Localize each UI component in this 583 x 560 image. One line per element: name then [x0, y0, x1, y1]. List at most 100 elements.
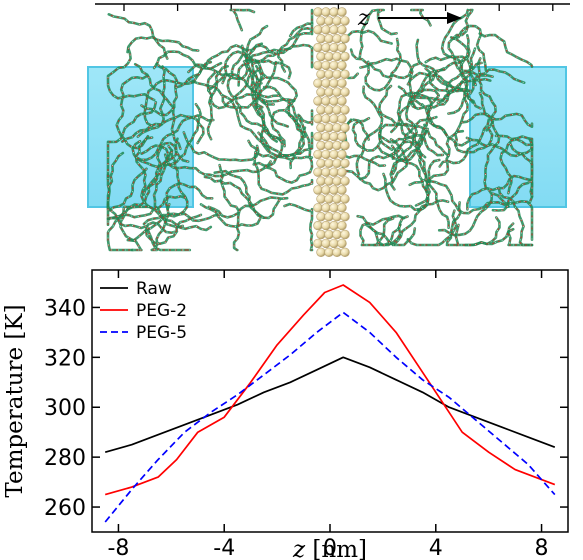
right-polymer-chain [389, 87, 473, 134]
left-polymer-chain-oxygen [153, 50, 222, 70]
graphene-atom [316, 229, 326, 240]
x-axis-label-var: z [292, 537, 306, 560]
left-polymer-chain-oxygen [258, 127, 306, 157]
right-polymer-chain-hydrogen [350, 49, 419, 79]
graphene-atom [321, 238, 331, 249]
left-polymer-chain-hydrogen [243, 29, 313, 62]
left-polymer-chain-oxygen [107, 195, 186, 220]
right-polymer-chain-oxygen [350, 49, 420, 79]
left-polymer-chain-hydrogen [108, 13, 168, 59]
plot-frame [91, 269, 569, 533]
left-polymer-chain-hydrogen [222, 51, 263, 108]
left-polymer-chain-oxygen [207, 65, 228, 140]
graphene-atom [329, 149, 339, 160]
graphene-atom [337, 149, 347, 160]
left-polymer-chain-oxygen [143, 61, 211, 127]
graphene-atom [329, 60, 339, 71]
right-polymer-chain-oxygen [392, 89, 440, 175]
right-polymer-chain-hydrogen [360, 58, 422, 106]
right-polymer-chain-hydrogen [425, 56, 477, 86]
left-polymer-chain-hydrogen [288, 104, 303, 169]
graphene-atom [316, 194, 326, 204]
left-polymer-chain-hydrogen [219, 165, 240, 251]
graphene-atom [324, 51, 334, 62]
graphene-atom [329, 25, 339, 35]
left-polymer-chain-oxygen [208, 196, 288, 219]
right-polymer-chain [440, 8, 470, 93]
graphene-atom [337, 185, 347, 195]
graphene-atom [332, 212, 342, 222]
graphene-atom [332, 122, 342, 133]
graphene-atom [324, 87, 334, 97]
left-polymer-chain [107, 13, 169, 60]
left-polymer-chain-hydrogen [121, 114, 204, 144]
graphene-atom [329, 42, 339, 53]
right-polymer-chain-hydrogen [365, 38, 402, 91]
left-polymer-chain-hydrogen [230, 9, 255, 31]
left-polymer-chain-hydrogen [245, 25, 268, 84]
series-line-raw [104, 356, 556, 454]
graphene-atom [332, 87, 342, 97]
graphene-atom [313, 25, 323, 35]
right-polymer-chain-hydrogen [392, 125, 449, 159]
left-polymer-chain-oxygen [107, 47, 155, 101]
left-polymer-chain-hydrogen [143, 142, 189, 195]
graphene-atom [313, 96, 323, 106]
graphene-atom [324, 122, 334, 133]
graphene-atom [316, 105, 326, 115]
left-polymer-chain [283, 202, 314, 252]
left-polymer-chain-oxygen [253, 44, 313, 68]
left-polymer-chain-hydrogen [241, 45, 298, 109]
graphene-atom [337, 96, 347, 106]
left-polymer-chain-hydrogen [120, 206, 142, 251]
graphene-atom [329, 167, 339, 177]
right-polymer-chain-hydrogen [411, 9, 431, 26]
right-polymer-chain-oxygen [382, 159, 440, 211]
right-polymer-chain-oxygen [439, 119, 490, 167]
right-polymer-chain-oxygen [466, 175, 533, 210]
left-polymer-chain-oxygen [284, 203, 313, 251]
left-polymer-chain [126, 35, 200, 54]
left-polymer-chain-oxygen [244, 43, 274, 106]
graphene-atom [316, 140, 326, 151]
graphene-atom [340, 194, 350, 204]
graphene-atom [340, 140, 350, 151]
graphene-atom [316, 158, 326, 169]
left-polymer-chain-oxygen [108, 13, 168, 59]
x-axis-label: z [nm] [292, 537, 367, 560]
right-polymer-chain-oxygen [352, 117, 382, 152]
right-polymer-chain-oxygen [374, 217, 401, 246]
z-direction-arrow: z [357, 6, 462, 31]
graphene-atom [340, 212, 350, 222]
graphene-atom [329, 78, 339, 88]
graphene-atom [332, 158, 342, 169]
graphene-atom [329, 238, 339, 249]
left-polymer-chain-hydrogen [107, 204, 125, 225]
graphene-atom [321, 7, 331, 17]
series-line-peg-2 [104, 284, 556, 496]
right-polymer-chain-oxygen [379, 134, 443, 156]
z-arrow-head [447, 12, 462, 24]
left-polymer-chain-hydrogen [107, 195, 186, 220]
graphene-atom [313, 203, 323, 213]
graphene-atom [313, 42, 323, 53]
graphene-atom [337, 60, 347, 71]
left-polymer-chain-hydrogen [137, 66, 166, 138]
y-tick-label: 260 [44, 496, 86, 521]
right-polymer-chain-hydrogen [470, 69, 525, 94]
graphene-atom [337, 131, 347, 142]
left-polymer-chain-oxygen [175, 44, 276, 89]
left-polymer-chain-hydrogen [207, 71, 251, 109]
left-polymer-chain-oxygen [145, 214, 202, 245]
left-polymer-chain-oxygen [234, 97, 283, 167]
left-polymer-chain-hydrogen [165, 182, 213, 210]
graphene-atom [337, 25, 347, 35]
right-polymer-chain [355, 85, 384, 176]
left-polymer-chain-hydrogen [135, 137, 153, 209]
graphene-atom [329, 131, 339, 142]
right-polymer-chain-oxygen [428, 130, 463, 185]
graphene-atom [324, 247, 334, 258]
